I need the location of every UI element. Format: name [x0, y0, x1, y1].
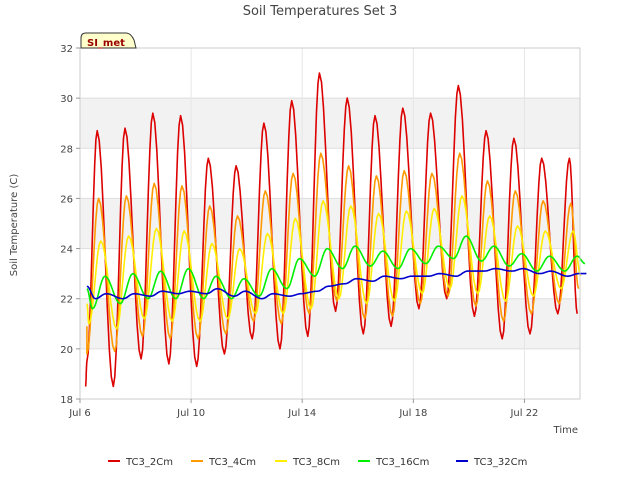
- series-line-tc3-16cm: [86, 235, 586, 310]
- site-label-box: SI_met: [80, 32, 137, 49]
- y-tick-label: 20: [60, 345, 73, 356]
- y-tick-label: 28: [60, 144, 73, 155]
- legend-label: TC3_8Cm: [292, 457, 340, 468]
- background-band: [80, 98, 580, 149]
- x-axis-ticks: Jul 6 Jul 10 Jul 14 Jul 18 Jul 22: [68, 399, 538, 419]
- site-label: SI_met: [87, 38, 125, 49]
- y-tick-label: 22: [60, 295, 73, 306]
- legend: TC3_2Cm TC3_4Cm TC3_8Cm TC3_16Cm TC3_32Cm: [108, 457, 527, 468]
- legend-label: TC3_16Cm: [375, 457, 429, 468]
- x-tick-label: Jul 14: [287, 408, 316, 419]
- legend-label: TC3_4Cm: [208, 457, 256, 468]
- y-tick-label: 26: [60, 194, 73, 205]
- y-tick-label: 18: [60, 395, 73, 406]
- legend-label: TC3_2Cm: [125, 457, 173, 468]
- y-tick-label: 32: [60, 44, 73, 55]
- legend-label: TC3_32Cm: [473, 457, 527, 468]
- chart-title: Soil Temperatures Set 3: [243, 4, 398, 19]
- series-line-tc3-2cm: [84, 72, 578, 388]
- y-axis-label: Soil Temperature (C): [9, 174, 20, 277]
- background-band: [80, 148, 580, 199]
- y-tick-label: 24: [60, 245, 73, 256]
- x-tick-label: Jul 10: [176, 408, 205, 419]
- x-tick-label: Jul 22: [509, 408, 538, 419]
- x-axis-label: Time: [553, 425, 578, 436]
- background-band: [80, 348, 580, 399]
- series-line-tc3-8cm: [86, 195, 582, 330]
- y-axis-ticks: 18 20 22 24 26 28 30 32: [60, 44, 80, 406]
- plot-background-bands: [80, 48, 580, 399]
- background-band: [80, 48, 580, 99]
- x-tick-label: Jul 6: [68, 408, 91, 419]
- y-tick-label: 30: [60, 94, 73, 105]
- plot-frame: [79, 47, 581, 400]
- series-lines: [84, 72, 587, 388]
- x-tick-label: Jul 18: [398, 408, 427, 419]
- series-line-tc3-32cm: [86, 267, 587, 300]
